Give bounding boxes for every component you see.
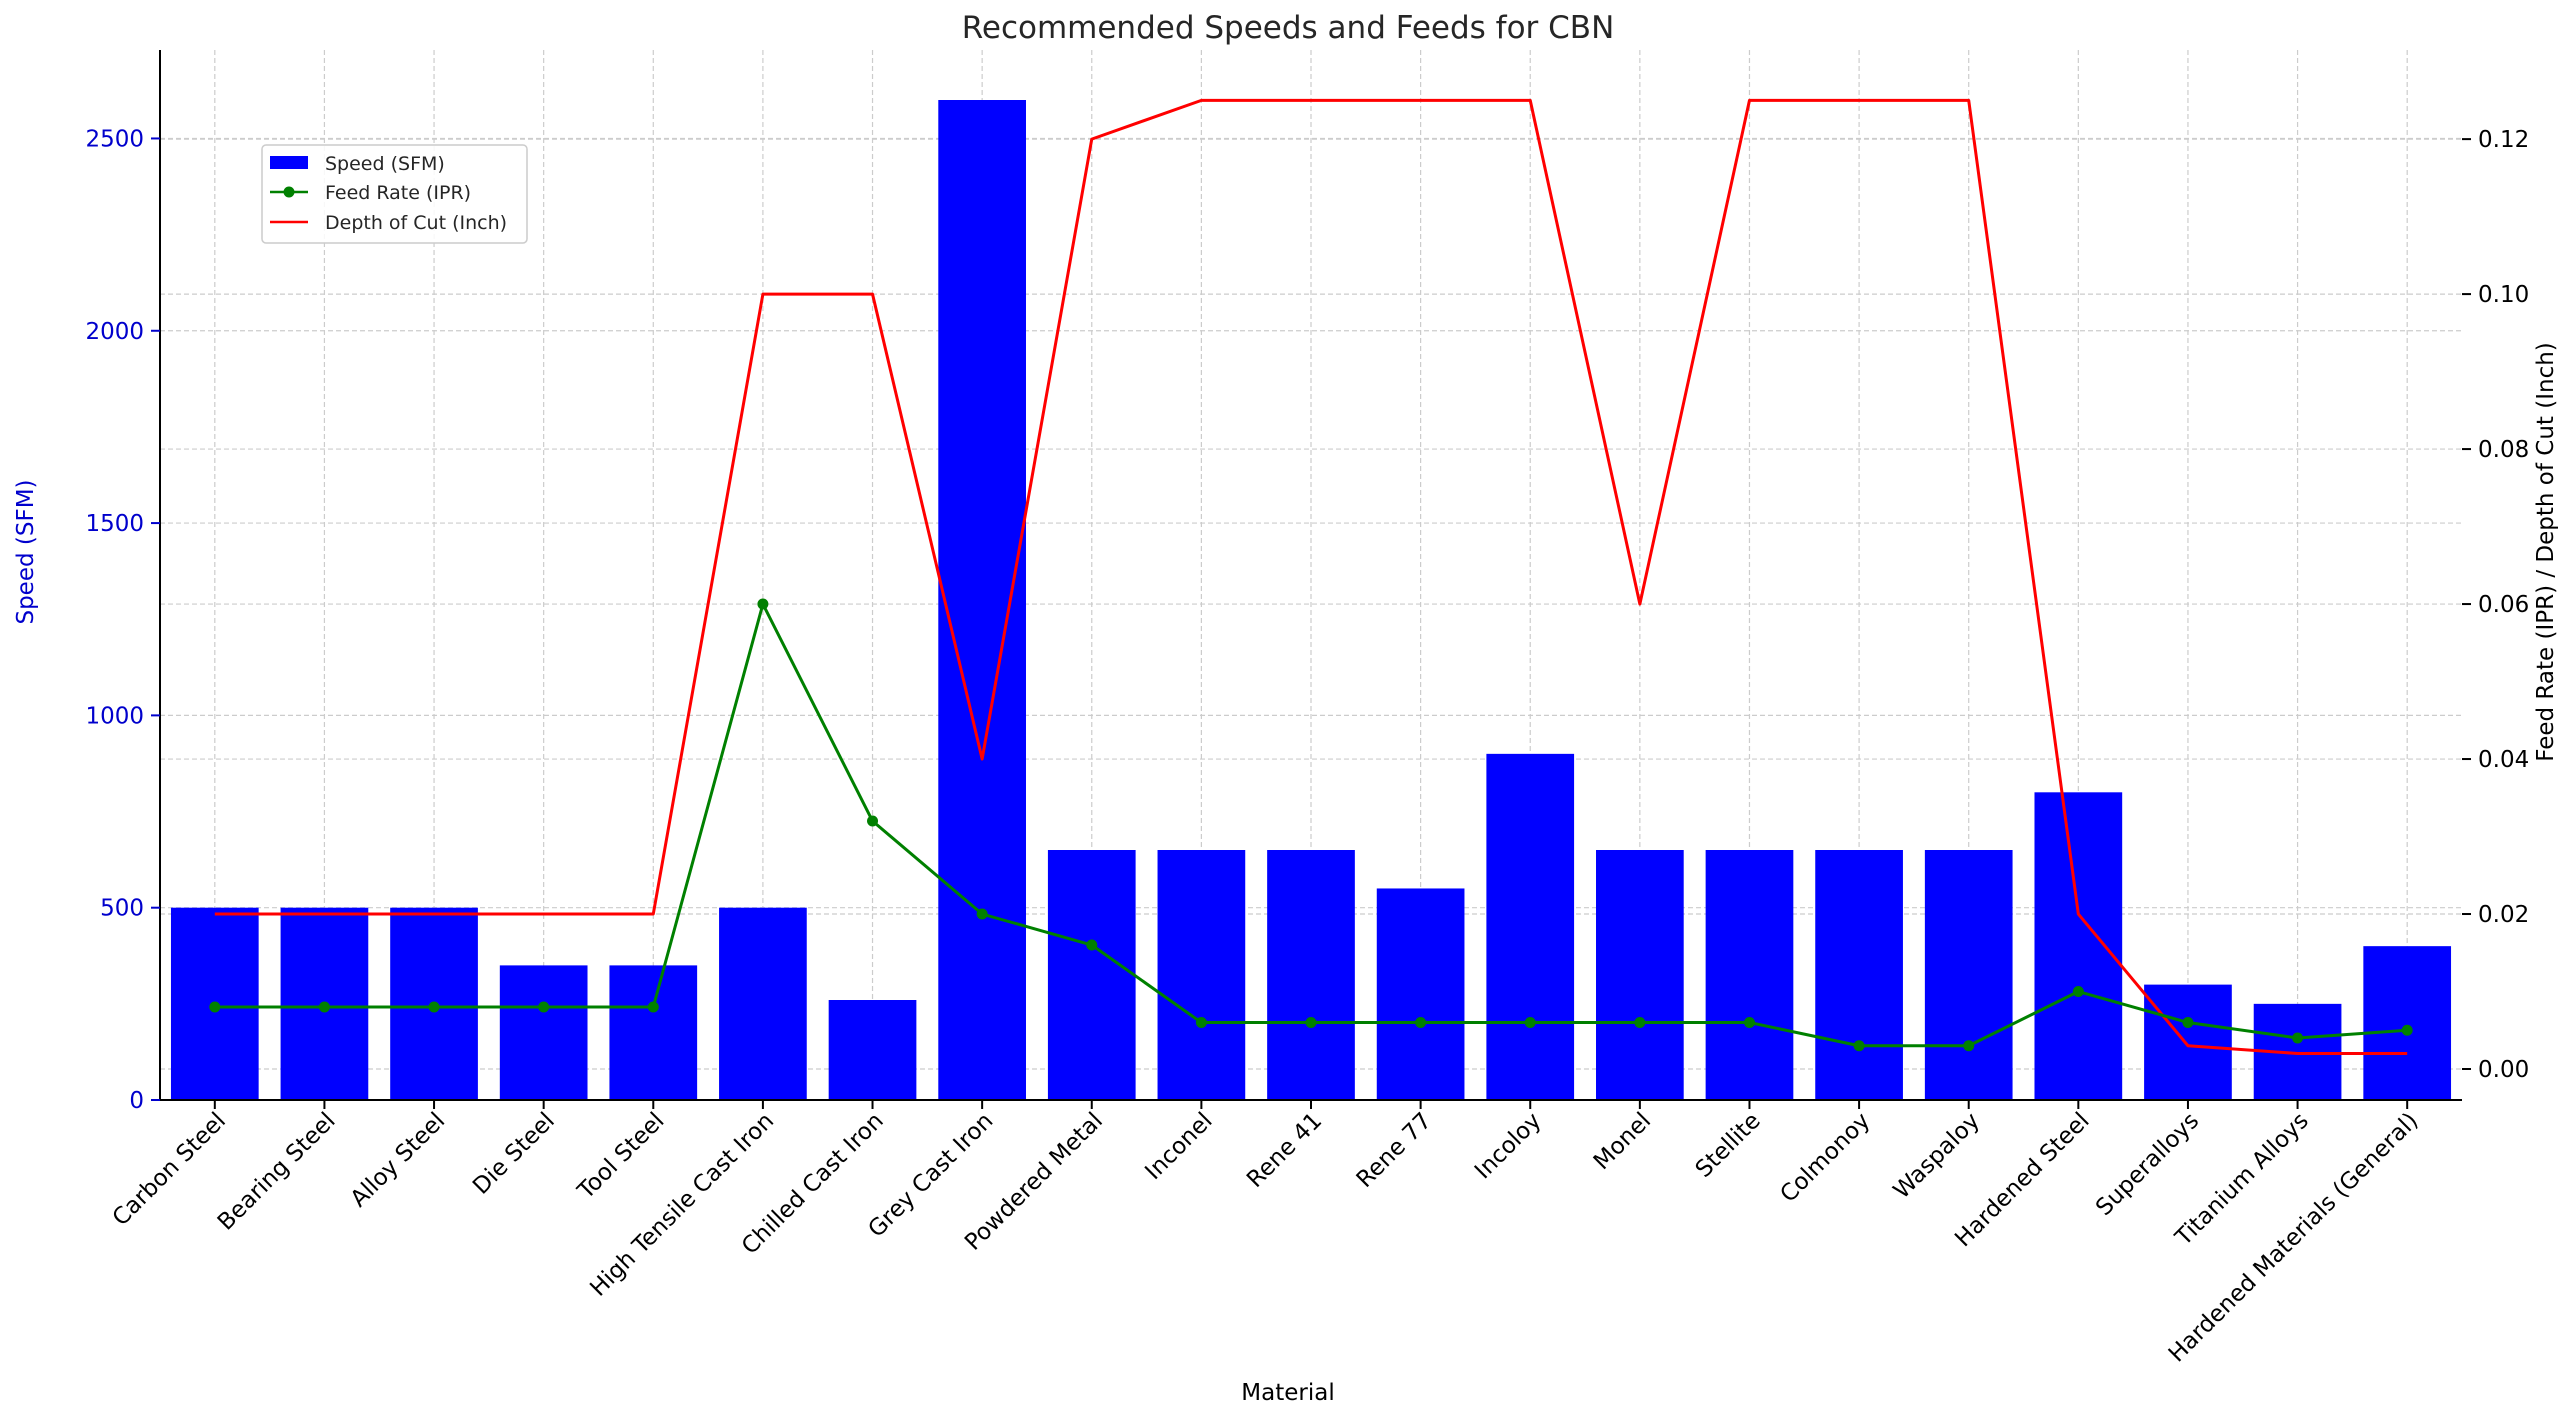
chart-title: Recommended Speeds and Feeds for CBN (962, 10, 1615, 46)
tick-label-x: Colmonoy (1775, 1108, 1875, 1208)
point-feed-rate (976, 908, 988, 920)
legend-label-depth: Depth of Cut (Inch) (325, 212, 507, 234)
tick-label-left: 2500 (85, 126, 144, 152)
tick-label-right: 0.04 (2478, 747, 2529, 773)
line-layer (209, 98, 2413, 1056)
bar-speed (2034, 792, 2123, 1100)
bar-speed (828, 1000, 917, 1100)
point-feed-rate (1086, 939, 1098, 951)
point-feed-rate (538, 1001, 550, 1013)
point-feed-rate (209, 1001, 221, 1013)
legend: Speed (SFM) Feed Rate (IPR) Depth of Cut… (261, 144, 528, 244)
bar-speed (1376, 888, 1465, 1100)
point-feed-rate (757, 598, 769, 610)
bar-speed (1047, 850, 1136, 1100)
point-feed-rate (867, 815, 879, 827)
tick-label-right: 0.00 (2478, 1057, 2529, 1083)
bar-speed (1267, 850, 1355, 1100)
axis-layer: 0 500 1000 1500 2000 2500 0.00 0.02 0.04 0.06 0.08… (85, 50, 2529, 1367)
legend-swatch-speed (270, 156, 308, 169)
point-feed-rate (1195, 1017, 1207, 1029)
point-feed-rate (647, 1001, 659, 1013)
point-feed-rate (1305, 1017, 1317, 1029)
bar-speed (1596, 850, 1684, 1100)
tick-label-x: Superalloys (2091, 1108, 2204, 1221)
point-feed-rate (318, 1001, 330, 1013)
legend-label-speed: Speed (SFM) (325, 153, 445, 175)
y-axis-title-left: Speed (SFM) (13, 479, 39, 624)
point-feed-rate (2072, 986, 2084, 998)
bar-speed (1924, 850, 2013, 1100)
tick-label-x: Monel (1589, 1108, 1656, 1175)
bar-speed (938, 100, 1026, 1100)
legend-frame (261, 144, 528, 244)
tick-label-x: Carbon Steel (108, 1108, 231, 1231)
bar-speed (1815, 850, 1903, 1100)
point-feed-rate (1853, 1040, 1865, 1052)
tick-label-x: High Tensile Cast Iron (585, 1108, 779, 1302)
tick-label-x: Stellite (1691, 1108, 1766, 1183)
tick-label-x: Die Steel (468, 1108, 560, 1200)
tick-label-left: 500 (100, 896, 144, 922)
point-feed-rate (1524, 1017, 1536, 1029)
tick-label-x: Incoloy (1470, 1108, 1546, 1184)
tick-label-right: 0.06 (2478, 592, 2529, 618)
point-feed-rate (2182, 1017, 2194, 1029)
tick-label-right: 0.12 (2478, 127, 2529, 153)
line-depth-of-cut (214, 98, 2408, 1056)
tick-label-x: Tool Steel (572, 1108, 669, 1205)
bar-speed (719, 907, 807, 1100)
bar-layer (170, 100, 2452, 1100)
bar-speed (609, 965, 698, 1100)
tick-label-left: 0 (129, 1088, 144, 1114)
bar-speed (1157, 850, 1246, 1100)
tick-label-x: Inconel (1140, 1108, 1217, 1185)
tick-label-left: 1500 (85, 511, 144, 537)
bar-speed (499, 965, 588, 1100)
tick-label-x: Rene 77 (1352, 1108, 1437, 1193)
point-feed-rate (2292, 1032, 2304, 1044)
point-feed-rate (2401, 1024, 2413, 1036)
point-feed-rate (1415, 1017, 1427, 1029)
tick-label-right: 0.08 (2478, 437, 2529, 463)
bar-speed (2363, 946, 2452, 1100)
tick-label-left: 2000 (85, 319, 144, 345)
point-feed-rate (1963, 1040, 1975, 1052)
point-feed-rate (1634, 1017, 1646, 1029)
legend-swatch-feed-marker (283, 186, 295, 198)
x-axis-title: Material (1241, 1380, 1334, 1406)
bar-speed (1705, 850, 1794, 1100)
tick-label-x: Waspaloy (1889, 1108, 1985, 1204)
tick-label-x: Hardened Materials (General) (2164, 1108, 2424, 1368)
tick-label-x: Rene 41 (1242, 1108, 1327, 1193)
tick-label-right: 0.10 (2478, 282, 2529, 308)
bar-speed (1486, 753, 1575, 1100)
legend-label-feed: Feed Rate (IPR) (325, 182, 471, 204)
point-feed-rate (428, 1001, 440, 1013)
y-axis-title-right: Feed Rate (IPR) / Depth of Cut (Inch) (2533, 342, 2559, 762)
bar-speed (2144, 984, 2232, 1100)
tick-label-right: 0.02 (2478, 902, 2529, 928)
tick-label-x: Bearing Steel (213, 1108, 341, 1236)
tick-label-x: Alloy Steel (346, 1108, 451, 1213)
point-feed-rate (1743, 1017, 1755, 1029)
tick-label-left: 1000 (85, 703, 144, 729)
